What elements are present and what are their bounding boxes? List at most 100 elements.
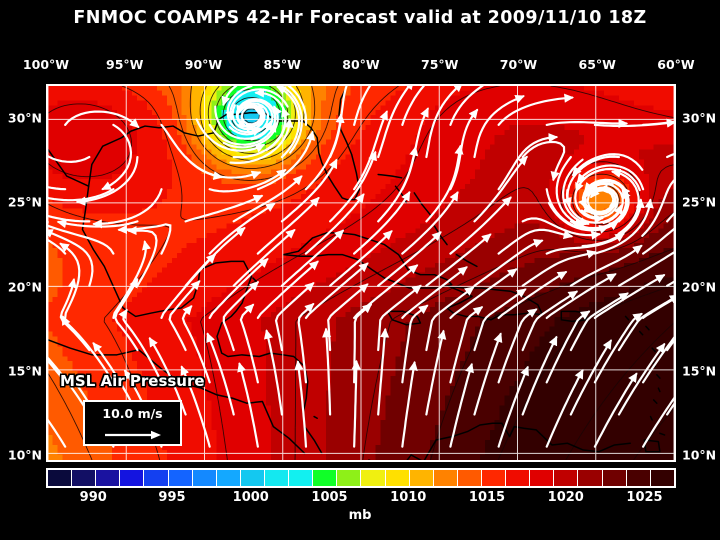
- wind-streamline: [641, 179, 674, 237]
- coastline: [252, 277, 257, 283]
- wind-streamline: [473, 155, 528, 223]
- colorbar-swatch: [554, 470, 579, 486]
- wind-streamline: [401, 304, 429, 384]
- wind-streamline: [642, 396, 674, 448]
- wind-streamline: [117, 223, 172, 255]
- coastline: [48, 339, 306, 455]
- wind-streamline: [545, 369, 584, 448]
- wind-scale-value: 10.0 m/s: [102, 406, 163, 421]
- wind-streamline: [666, 402, 674, 416]
- wind-streamline: [256, 196, 320, 255]
- latitude-tick: 10°N: [682, 447, 717, 463]
- wind-streamline: [401, 266, 468, 320]
- wind-streamline: [48, 214, 91, 223]
- longitude-tick: 65°W: [578, 57, 616, 72]
- field-label: MSL Air Pressure: [60, 372, 205, 390]
- wind-streamline: [228, 98, 270, 136]
- wind-streamline: [304, 193, 365, 255]
- wind-streamline: [48, 186, 67, 191]
- map-plot-area[interactable]: MSL Air Pressure 10.0 m/s: [46, 84, 676, 462]
- colorbar[interactable]: [46, 468, 676, 488]
- longitude-tick: 60°W: [657, 57, 695, 72]
- latitude-tick: 30°N: [7, 110, 42, 126]
- colorbar-swatch: [72, 470, 97, 486]
- wind-streamline: [473, 288, 527, 352]
- wind-streamline: [449, 306, 484, 384]
- wind-streamline: [353, 264, 419, 320]
- wind-streamline: [497, 308, 538, 384]
- wind-streamline: [92, 188, 163, 229]
- wind-streamline: [617, 251, 674, 287]
- colorbar-swatch: [144, 470, 169, 486]
- colorbar-swatch: [650, 470, 674, 486]
- coastline: [313, 415, 318, 419]
- wind-streamline: [351, 359, 361, 448]
- longitude-tick: 70°W: [499, 57, 538, 72]
- colorbar-tick: 1000: [232, 490, 269, 505]
- coastline: [413, 192, 433, 217]
- wind-streamline: [497, 271, 568, 320]
- wind-streamline: [521, 140, 566, 182]
- wind-streamline: [127, 226, 158, 287]
- wind-streamline: [642, 335, 674, 384]
- wind-streamline: [48, 418, 67, 448]
- wind-streamline: [75, 155, 139, 206]
- wind-streamline: [184, 194, 264, 223]
- colorbar-swatch: [626, 470, 651, 486]
- wind-streamline: [545, 273, 617, 320]
- coastline: [649, 415, 653, 421]
- longitude-tick: 85°W: [263, 57, 301, 72]
- wind-streamline: [59, 278, 91, 352]
- colorbar-swatch: [313, 470, 338, 486]
- colorbar-swatch: [168, 470, 193, 486]
- wind-streamline: [497, 228, 574, 255]
- wind-streamline: [48, 356, 91, 416]
- wind-streamline: [425, 86, 464, 159]
- wind-streamline: [274, 282, 315, 352]
- wind-streamline: [497, 365, 529, 448]
- wind-streamline: [222, 281, 260, 352]
- latitude-tick: 15°N: [682, 363, 717, 379]
- wind-streamline: [327, 283, 369, 352]
- wind-streamline: [401, 107, 429, 191]
- wind-streamline: [231, 100, 266, 131]
- latitude-tick: 10°N: [7, 447, 42, 463]
- wind-streamline: [254, 88, 287, 152]
- longitude-tick: 95°W: [106, 57, 144, 72]
- wind-streamline: [206, 332, 235, 416]
- wind-streamline: [576, 164, 645, 191]
- wind-streamline: [449, 268, 518, 320]
- wind-streamline: [449, 86, 485, 126]
- coastline: [638, 330, 644, 336]
- colorbar-swatch: [481, 470, 507, 486]
- wind-streamline: [449, 362, 474, 448]
- wind-streamline: [353, 86, 372, 126]
- wind-streamline: [297, 302, 315, 384]
- coastline: [386, 310, 422, 326]
- coastline: [377, 173, 403, 179]
- wind-streamline: [401, 86, 426, 126]
- wind-streamline: [580, 184, 619, 219]
- wind-streamline: [581, 198, 645, 248]
- wind-streamline: [48, 238, 67, 255]
- colorbar-swatch: [192, 470, 217, 486]
- wind-streamline: [617, 342, 666, 416]
- colorbar-tick: 990: [79, 490, 107, 505]
- wind-streamline: [304, 262, 369, 320]
- wind-streamline: [235, 98, 277, 129]
- wind-streamline: [195, 118, 266, 153]
- colorbar-tick-labels: 990 995 1000 1005 1010 1015 1020 1025: [46, 490, 676, 510]
- wind-streamline: [48, 359, 67, 384]
- latitude-tick: 20°N: [682, 279, 717, 294]
- wind-streamline: [401, 191, 459, 255]
- wind-streamline: [593, 312, 643, 384]
- wind-streamline: [239, 303, 259, 384]
- wind-streamline: [666, 152, 674, 159]
- wind-streamline: [208, 122, 277, 146]
- longitude-tick: 80°W: [342, 57, 380, 72]
- colorbar-tick: 1005: [311, 490, 348, 505]
- coastline: [427, 422, 631, 455]
- wind-streamline: [521, 290, 579, 352]
- wind-streamline: [229, 118, 294, 164]
- latitude-tick: 30°N: [682, 110, 717, 126]
